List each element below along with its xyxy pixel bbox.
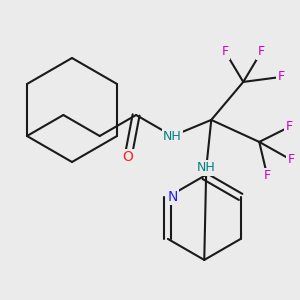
Text: O: O — [123, 150, 134, 164]
Text: NH: NH — [197, 161, 216, 174]
Text: N: N — [168, 190, 178, 204]
Text: F: F — [286, 120, 293, 134]
Text: F: F — [264, 169, 271, 182]
Text: F: F — [288, 153, 295, 167]
Text: F: F — [258, 45, 265, 58]
Text: F: F — [222, 45, 229, 58]
Text: NH: NH — [163, 130, 182, 142]
Text: F: F — [278, 70, 285, 83]
